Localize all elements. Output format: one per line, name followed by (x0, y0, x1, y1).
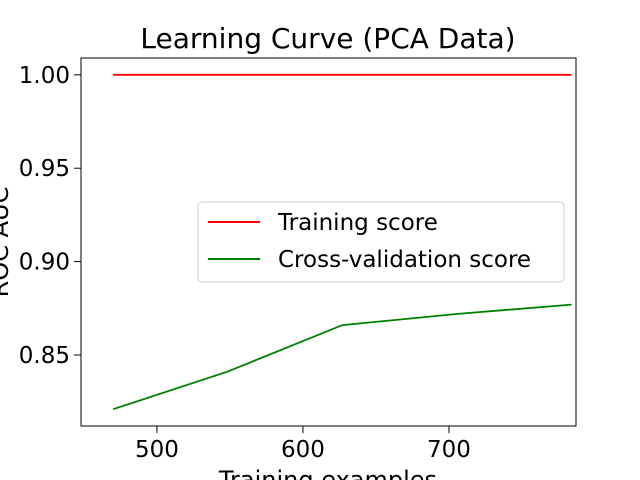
y-tick-label: 0.85 (19, 343, 70, 369)
y-tick-label: 0.95 (19, 156, 70, 182)
y-axis-ticks: 0.85 0.90 0.95 1.00 (19, 63, 81, 369)
legend: Training score Cross-validation score (197, 201, 565, 283)
x-axis-label: Training examples (218, 466, 437, 480)
x-tick-label: 600 (281, 437, 325, 463)
legend-label-training: Training score (277, 210, 438, 236)
legend-box (197, 201, 565, 283)
series-layer (112, 73, 572, 411)
x-axis-ticks: 500 600 700 (135, 426, 471, 463)
x-tick-label: 500 (135, 437, 179, 463)
legend-label-cross-validation: Cross-validation score (278, 247, 531, 273)
y-tick-label: 1.00 (19, 63, 70, 89)
y-axis-label: ROC AUC (0, 187, 14, 298)
y-tick-label: 0.90 (19, 250, 70, 276)
chart-title: Learning Curve (PCA Data) (140, 22, 515, 55)
x-tick-label: 700 (427, 437, 471, 463)
cross-validation-score-line (112, 303, 572, 411)
